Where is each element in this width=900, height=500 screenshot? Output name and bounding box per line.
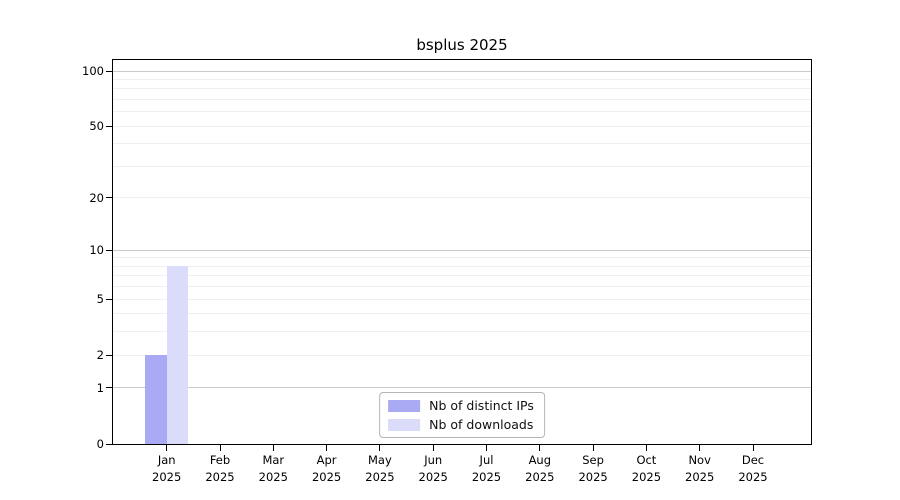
x-tick-mark (752, 445, 754, 451)
x-tick-mark (326, 445, 328, 451)
gridline-minor (113, 275, 811, 277)
y-tick-mark (106, 249, 112, 251)
plot-area: Nb of distinct IPs Nb of downloads (112, 59, 812, 445)
y-tick-label: 20 (89, 190, 104, 205)
y-tick-label: 10 (89, 243, 104, 258)
gridline-minor (113, 143, 811, 145)
x-tick-mark (645, 445, 647, 451)
y-tick-mark (106, 387, 112, 389)
gridline-minor (113, 331, 811, 333)
x-tick-label: Apr 2025 (311, 453, 342, 484)
y-tick-mark (106, 298, 112, 300)
x-tick-mark (592, 445, 594, 451)
y-tick-mark (106, 354, 112, 356)
y-tick-label: 5 (96, 292, 104, 307)
gridline-minor (113, 257, 811, 259)
gridline-minor (113, 354, 811, 356)
x-tick-label: May 2025 (365, 453, 395, 484)
y-tick-label: 100 (82, 64, 104, 78)
gridline-minor (113, 298, 811, 300)
x-tick-label: Jan 2025 (152, 453, 182, 484)
legend-swatch-distinct-ips (388, 399, 421, 412)
gridline-minor (113, 165, 811, 167)
legend-item-downloads: Nb of downloads (388, 417, 534, 432)
chart-title: bsplus 2025 (416, 36, 508, 54)
x-tick-label: Sep 2025 (578, 453, 608, 484)
gridline-minor (113, 78, 811, 80)
x-tick-label: Oct 2025 (631, 453, 662, 484)
x-tick-label: Jul 2025 (471, 453, 502, 484)
gridline-minor (113, 111, 811, 113)
gridline-minor (113, 265, 811, 267)
legend-item-distinct-ips: Nb of distinct IPs (388, 398, 534, 413)
legend-swatch-downloads (388, 418, 421, 431)
x-tick-label: Aug 2025 (525, 453, 555, 484)
y-tick-mark (106, 197, 112, 199)
gridline-minor (113, 313, 811, 315)
x-tick-label: Feb 2025 (205, 453, 235, 484)
gridline-minor (113, 88, 811, 90)
y-tick-label: 50 (89, 119, 104, 134)
legend-label-distinct-ips: Nb of distinct IPs (429, 398, 534, 413)
gridline-major (113, 249, 811, 251)
x-tick-mark (219, 445, 221, 451)
gridline-minor (113, 286, 811, 288)
y-tick-label: 0 (96, 437, 104, 451)
x-tick-label: Nov 2025 (685, 453, 715, 484)
x-tick-mark (699, 445, 701, 451)
y-tick-mark (106, 70, 112, 72)
x-tick-mark (486, 445, 487, 451)
x-tick-mark (272, 445, 274, 451)
y-tick-mark (106, 125, 112, 127)
gridline-major (113, 387, 811, 389)
bar-downloads-jan (166, 266, 188, 444)
x-tick-label: Jun 2025 (418, 453, 448, 484)
legend-label-downloads: Nb of downloads (429, 417, 534, 432)
gridline-minor (113, 125, 811, 127)
x-tick-label: Mar 2025 (258, 453, 288, 484)
gridline-minor (113, 197, 811, 199)
y-tick-label: 1 (96, 380, 104, 395)
gridline-major (113, 70, 811, 72)
x-tick-mark (539, 445, 541, 451)
legend: Nb of distinct IPs Nb of downloads (379, 392, 545, 438)
gridline-minor (113, 98, 811, 100)
y-tick-label: 2 (96, 348, 104, 363)
y-tick-mark (106, 443, 112, 445)
x-tick-mark (166, 445, 168, 451)
x-tick-label: Dec 2025 (738, 453, 768, 484)
bar-distinct-ips-jan (145, 355, 167, 444)
x-tick-mark (379, 445, 381, 451)
x-tick-mark (432, 445, 434, 451)
